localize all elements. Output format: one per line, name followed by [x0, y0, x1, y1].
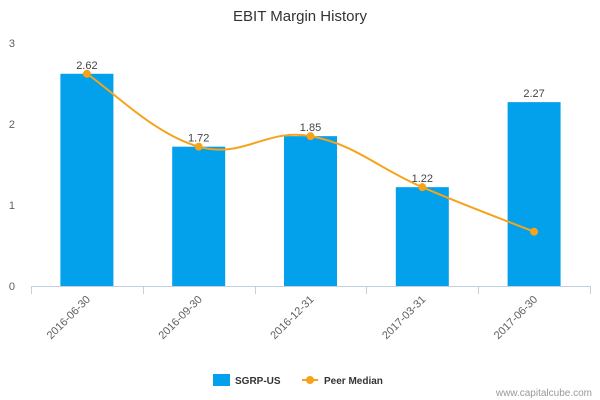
bar-value-label: 1.72	[188, 133, 209, 145]
x-tick-label: 2016-12-31	[268, 294, 316, 342]
bar	[395, 187, 449, 286]
peer-median-point	[530, 227, 539, 236]
bar-series	[60, 73, 561, 286]
legend-label: SGRP-US	[235, 376, 281, 387]
bar-value-label: 2.62	[76, 60, 97, 72]
chart-title: EBIT Margin History	[233, 8, 367, 25]
x-tick-label: 2017-03-31	[380, 294, 428, 342]
peer-median-point	[306, 132, 315, 141]
x-tick-label: 2016-06-30	[45, 294, 93, 342]
legend-swatch-marker	[306, 376, 314, 384]
bar-value-label: 1.85	[300, 122, 321, 134]
legend[interactable]: SGRP-US Peer Median	[213, 374, 383, 387]
bar	[507, 102, 561, 286]
peer-median-point	[82, 69, 91, 78]
line-series	[82, 69, 539, 236]
peer-median-point	[194, 142, 203, 151]
legend-swatch-bar	[213, 374, 230, 386]
bar	[172, 146, 226, 286]
y-tick-label: 3	[9, 38, 15, 50]
y-tick-label: 1	[9, 200, 15, 212]
credit-text: www.capitalcube.com	[495, 388, 592, 399]
y-tick-label: 0	[9, 281, 15, 293]
x-tick-label: 2016-09-30	[157, 294, 205, 342]
legend-label: Peer Median	[324, 376, 383, 387]
bar-value-label: 1.22	[412, 173, 433, 185]
bar	[60, 73, 114, 286]
y-tick-label: 2	[9, 119, 15, 131]
bar	[284, 136, 337, 286]
data-labels: 2.62 1.72 1.85 1.22 2.27	[76, 60, 545, 185]
peer-median-point	[418, 183, 427, 192]
bar-value-label: 2.27	[523, 88, 544, 100]
x-tick-label: 2017-06-30	[492, 294, 540, 342]
